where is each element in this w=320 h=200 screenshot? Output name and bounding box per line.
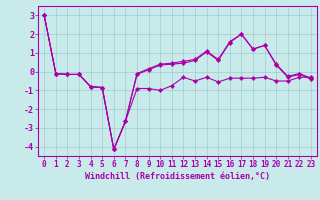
X-axis label: Windchill (Refroidissement éolien,°C): Windchill (Refroidissement éolien,°C) xyxy=(85,172,270,181)
